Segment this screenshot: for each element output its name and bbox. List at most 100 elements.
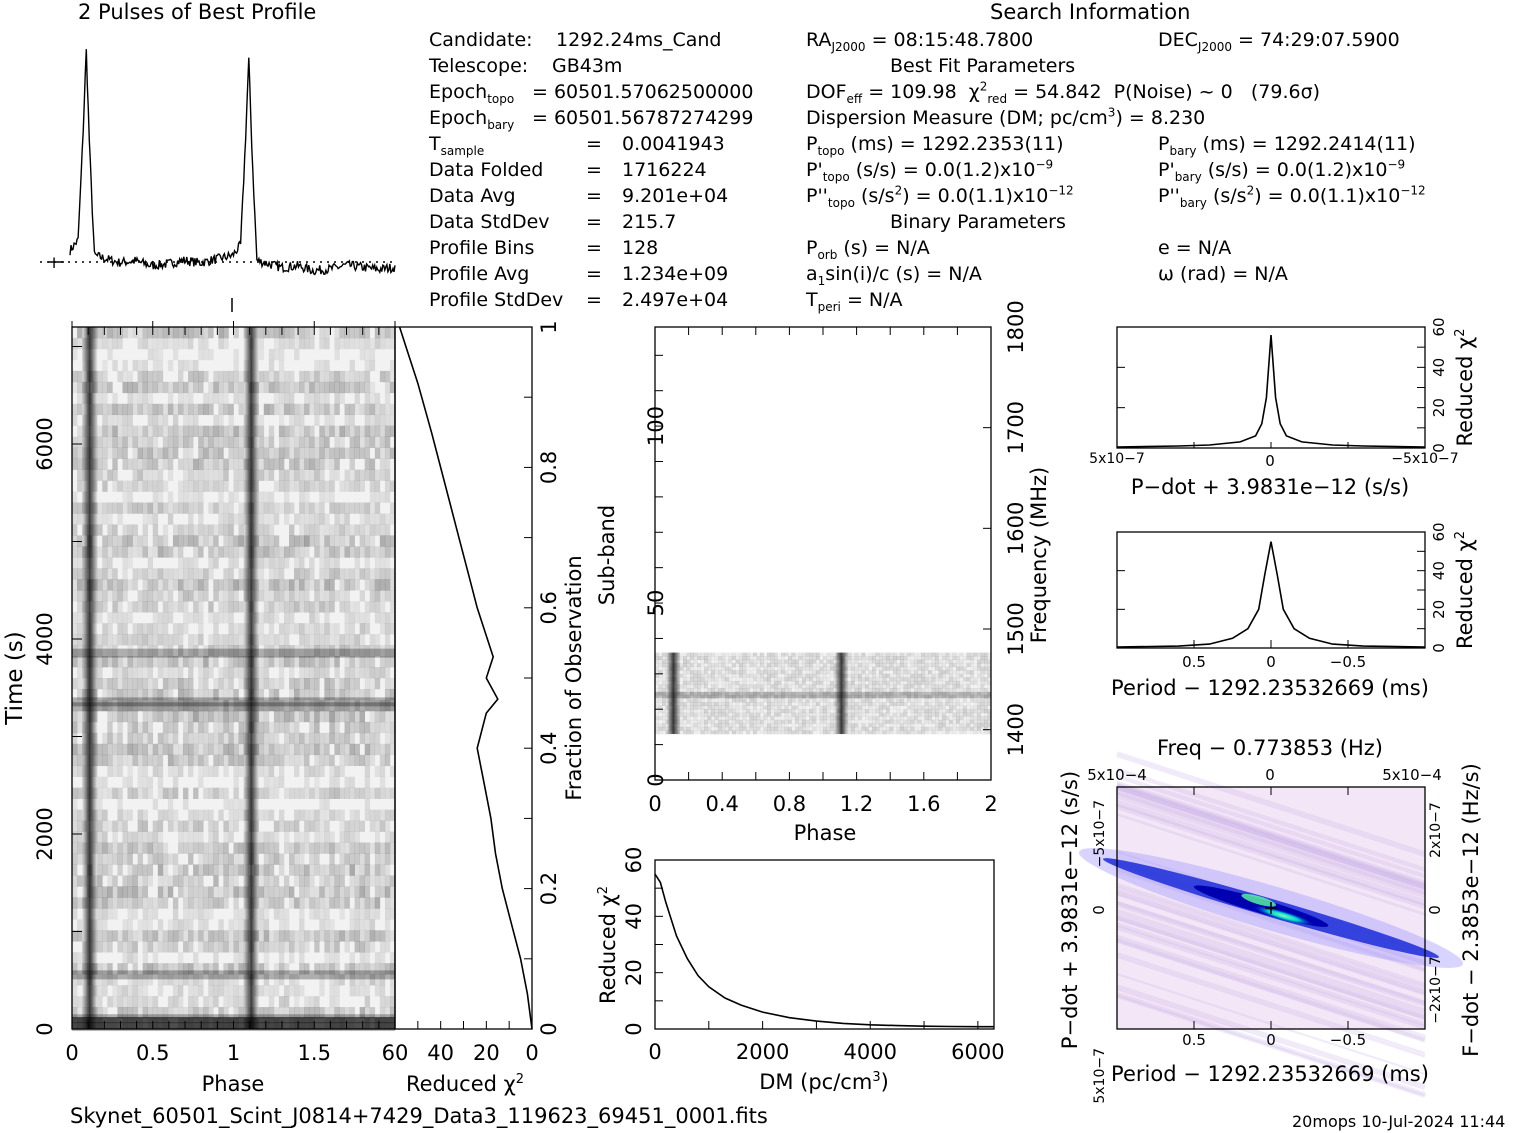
heat-cell bbox=[319, 634, 325, 646]
heat-cell bbox=[162, 897, 169, 909]
heat-cell bbox=[697, 709, 701, 714]
heat-cell bbox=[77, 381, 83, 394]
heat-cell bbox=[268, 425, 275, 437]
heat-cell bbox=[198, 721, 204, 734]
heat-cell bbox=[213, 820, 219, 832]
heat-cell bbox=[223, 392, 229, 405]
heat-cell bbox=[309, 930, 315, 942]
heat-cell bbox=[949, 702, 953, 706]
heat-cell bbox=[203, 787, 209, 799]
heat-cell bbox=[655, 652, 659, 657]
heat-cell bbox=[658, 687, 663, 692]
heat-cell bbox=[774, 705, 778, 710]
heat-cell bbox=[374, 403, 381, 416]
heat-cell bbox=[339, 546, 345, 558]
heat-cell bbox=[959, 677, 964, 682]
heat-cell bbox=[167, 721, 174, 734]
heat-cell bbox=[294, 436, 300, 448]
heat-cell bbox=[258, 754, 265, 767]
heat-cell bbox=[299, 656, 305, 668]
heat-cell bbox=[72, 754, 78, 767]
heat-cell bbox=[707, 666, 712, 671]
heat-cell bbox=[294, 469, 300, 481]
heat-cell bbox=[823, 695, 827, 699]
heat-cell bbox=[917, 709, 922, 714]
heat-cell bbox=[339, 908, 345, 920]
heat-cell bbox=[872, 709, 876, 714]
heat-cell bbox=[112, 579, 118, 591]
heat-cell bbox=[938, 702, 943, 706]
heat-cell bbox=[945, 680, 950, 685]
heat-cell bbox=[942, 659, 946, 664]
profile-title: 2 Pulses of Best Profile bbox=[78, 0, 317, 24]
heat-cell bbox=[879, 670, 883, 675]
heat-cell bbox=[152, 930, 159, 942]
heat-cell bbox=[233, 930, 239, 942]
heat-cell bbox=[369, 1007, 376, 1019]
heat-cell bbox=[233, 952, 239, 964]
heat-cell bbox=[167, 469, 174, 481]
heat-cell bbox=[122, 447, 128, 459]
heat-cell bbox=[770, 705, 775, 710]
heat-cell bbox=[805, 663, 810, 668]
heat-cell bbox=[324, 392, 330, 405]
heat-cell bbox=[278, 809, 285, 821]
heat-cell bbox=[112, 337, 118, 350]
heat-cell bbox=[132, 601, 138, 613]
heat-cell bbox=[228, 820, 234, 832]
heat-cell bbox=[258, 656, 265, 668]
heat-cell bbox=[690, 695, 694, 699]
heat-cell bbox=[263, 535, 270, 547]
param-value: GB43m bbox=[552, 55, 623, 77]
heat-cell bbox=[728, 684, 733, 689]
heat-cell bbox=[142, 469, 149, 481]
heat-cell bbox=[157, 787, 164, 799]
heat-cell bbox=[218, 403, 224, 416]
heat-cell bbox=[384, 678, 391, 690]
heat-cell bbox=[177, 579, 184, 591]
x-tick-label: 1 bbox=[227, 1041, 240, 1065]
heat-cell bbox=[117, 941, 123, 953]
heat-cell bbox=[364, 721, 371, 734]
heat-cell bbox=[294, 579, 300, 591]
heat-cell bbox=[208, 787, 214, 799]
heat-cell bbox=[193, 403, 199, 416]
heat-cell bbox=[162, 930, 169, 942]
heat-cell bbox=[662, 670, 666, 675]
heat-cell bbox=[349, 579, 355, 591]
heat-cell bbox=[809, 659, 813, 664]
heat-cell bbox=[389, 710, 396, 723]
heat-cell bbox=[739, 705, 743, 710]
heat-cell bbox=[188, 634, 194, 646]
heat-cell bbox=[152, 699, 159, 712]
y-tick-label: 0.6 bbox=[537, 591, 561, 624]
heat-cell bbox=[188, 480, 194, 492]
heat-cell bbox=[777, 702, 782, 706]
heat-cell bbox=[157, 820, 164, 832]
heat-cell bbox=[72, 1007, 78, 1019]
heat-cell bbox=[344, 656, 350, 668]
heat-cell bbox=[344, 897, 350, 909]
heat-cell bbox=[289, 897, 295, 909]
heat-cell bbox=[97, 458, 103, 470]
heat-cell bbox=[952, 677, 957, 682]
heat-cell bbox=[389, 535, 396, 547]
heat-cell bbox=[258, 513, 265, 525]
heat-cell bbox=[389, 699, 396, 712]
heat-cell bbox=[364, 875, 371, 887]
heat-cell bbox=[238, 436, 244, 448]
heat-cell bbox=[781, 695, 785, 699]
heat-cell bbox=[208, 831, 214, 843]
heat-cell bbox=[977, 656, 981, 660]
heat-cell bbox=[137, 831, 143, 843]
heat-cell bbox=[263, 776, 270, 788]
heat-cell bbox=[816, 666, 820, 671]
heat-cell bbox=[193, 886, 199, 898]
heat-cell bbox=[167, 667, 174, 679]
heat-cell bbox=[364, 678, 371, 690]
heat-cell bbox=[364, 798, 371, 810]
heat-cell bbox=[122, 381, 128, 394]
heat-cell bbox=[203, 864, 209, 876]
heat-cell bbox=[742, 673, 747, 678]
heat-cell bbox=[152, 546, 159, 558]
